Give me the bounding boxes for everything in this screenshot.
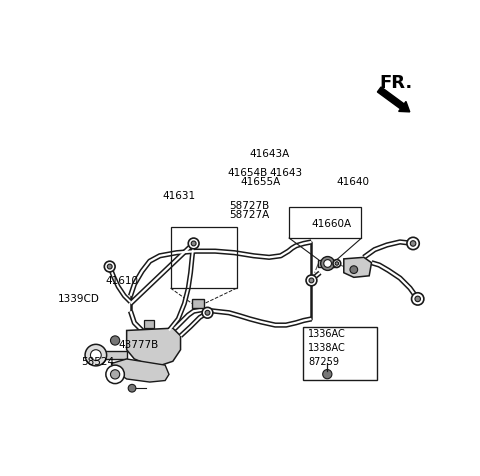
Text: 41655A: 41655A [240,177,281,187]
Text: FR.: FR. [380,74,413,92]
Text: 1336AC: 1336AC [308,329,346,339]
Circle shape [321,257,335,270]
Circle shape [90,350,101,360]
Circle shape [411,293,424,305]
Text: 1339CD: 1339CD [58,294,100,304]
Circle shape [415,296,420,302]
Text: 41660A: 41660A [311,219,351,229]
FancyArrow shape [377,87,410,112]
Circle shape [202,307,213,318]
Circle shape [106,365,124,384]
Text: 41643: 41643 [269,168,302,178]
Polygon shape [344,258,372,278]
Circle shape [188,238,199,249]
Circle shape [324,259,332,268]
Circle shape [306,275,317,286]
Polygon shape [111,359,169,382]
Circle shape [128,385,136,392]
Text: 41631: 41631 [163,191,196,201]
Text: 58524: 58524 [82,357,115,367]
Text: 41640: 41640 [336,177,370,187]
Circle shape [191,241,196,246]
Polygon shape [96,351,127,359]
Circle shape [335,262,338,265]
Polygon shape [318,259,337,268]
Text: 1338AC: 1338AC [308,343,346,353]
Text: 87259: 87259 [308,357,339,367]
Text: 41610: 41610 [106,276,139,286]
Circle shape [309,278,314,283]
Text: 58727A: 58727A [229,210,270,220]
Text: 58727B: 58727B [229,200,270,210]
Circle shape [110,370,120,379]
Circle shape [205,310,210,315]
Circle shape [104,261,115,272]
Circle shape [407,238,419,249]
Circle shape [110,336,120,345]
Circle shape [410,241,416,246]
Polygon shape [144,320,154,328]
Circle shape [85,344,107,366]
Text: 43777B: 43777B [119,340,159,350]
Text: 41643A: 41643A [250,149,290,159]
Polygon shape [127,328,180,365]
Polygon shape [192,299,204,308]
Circle shape [108,264,112,269]
Circle shape [333,259,341,268]
Circle shape [323,369,332,379]
Circle shape [350,266,358,274]
Text: 41654B: 41654B [228,168,268,178]
